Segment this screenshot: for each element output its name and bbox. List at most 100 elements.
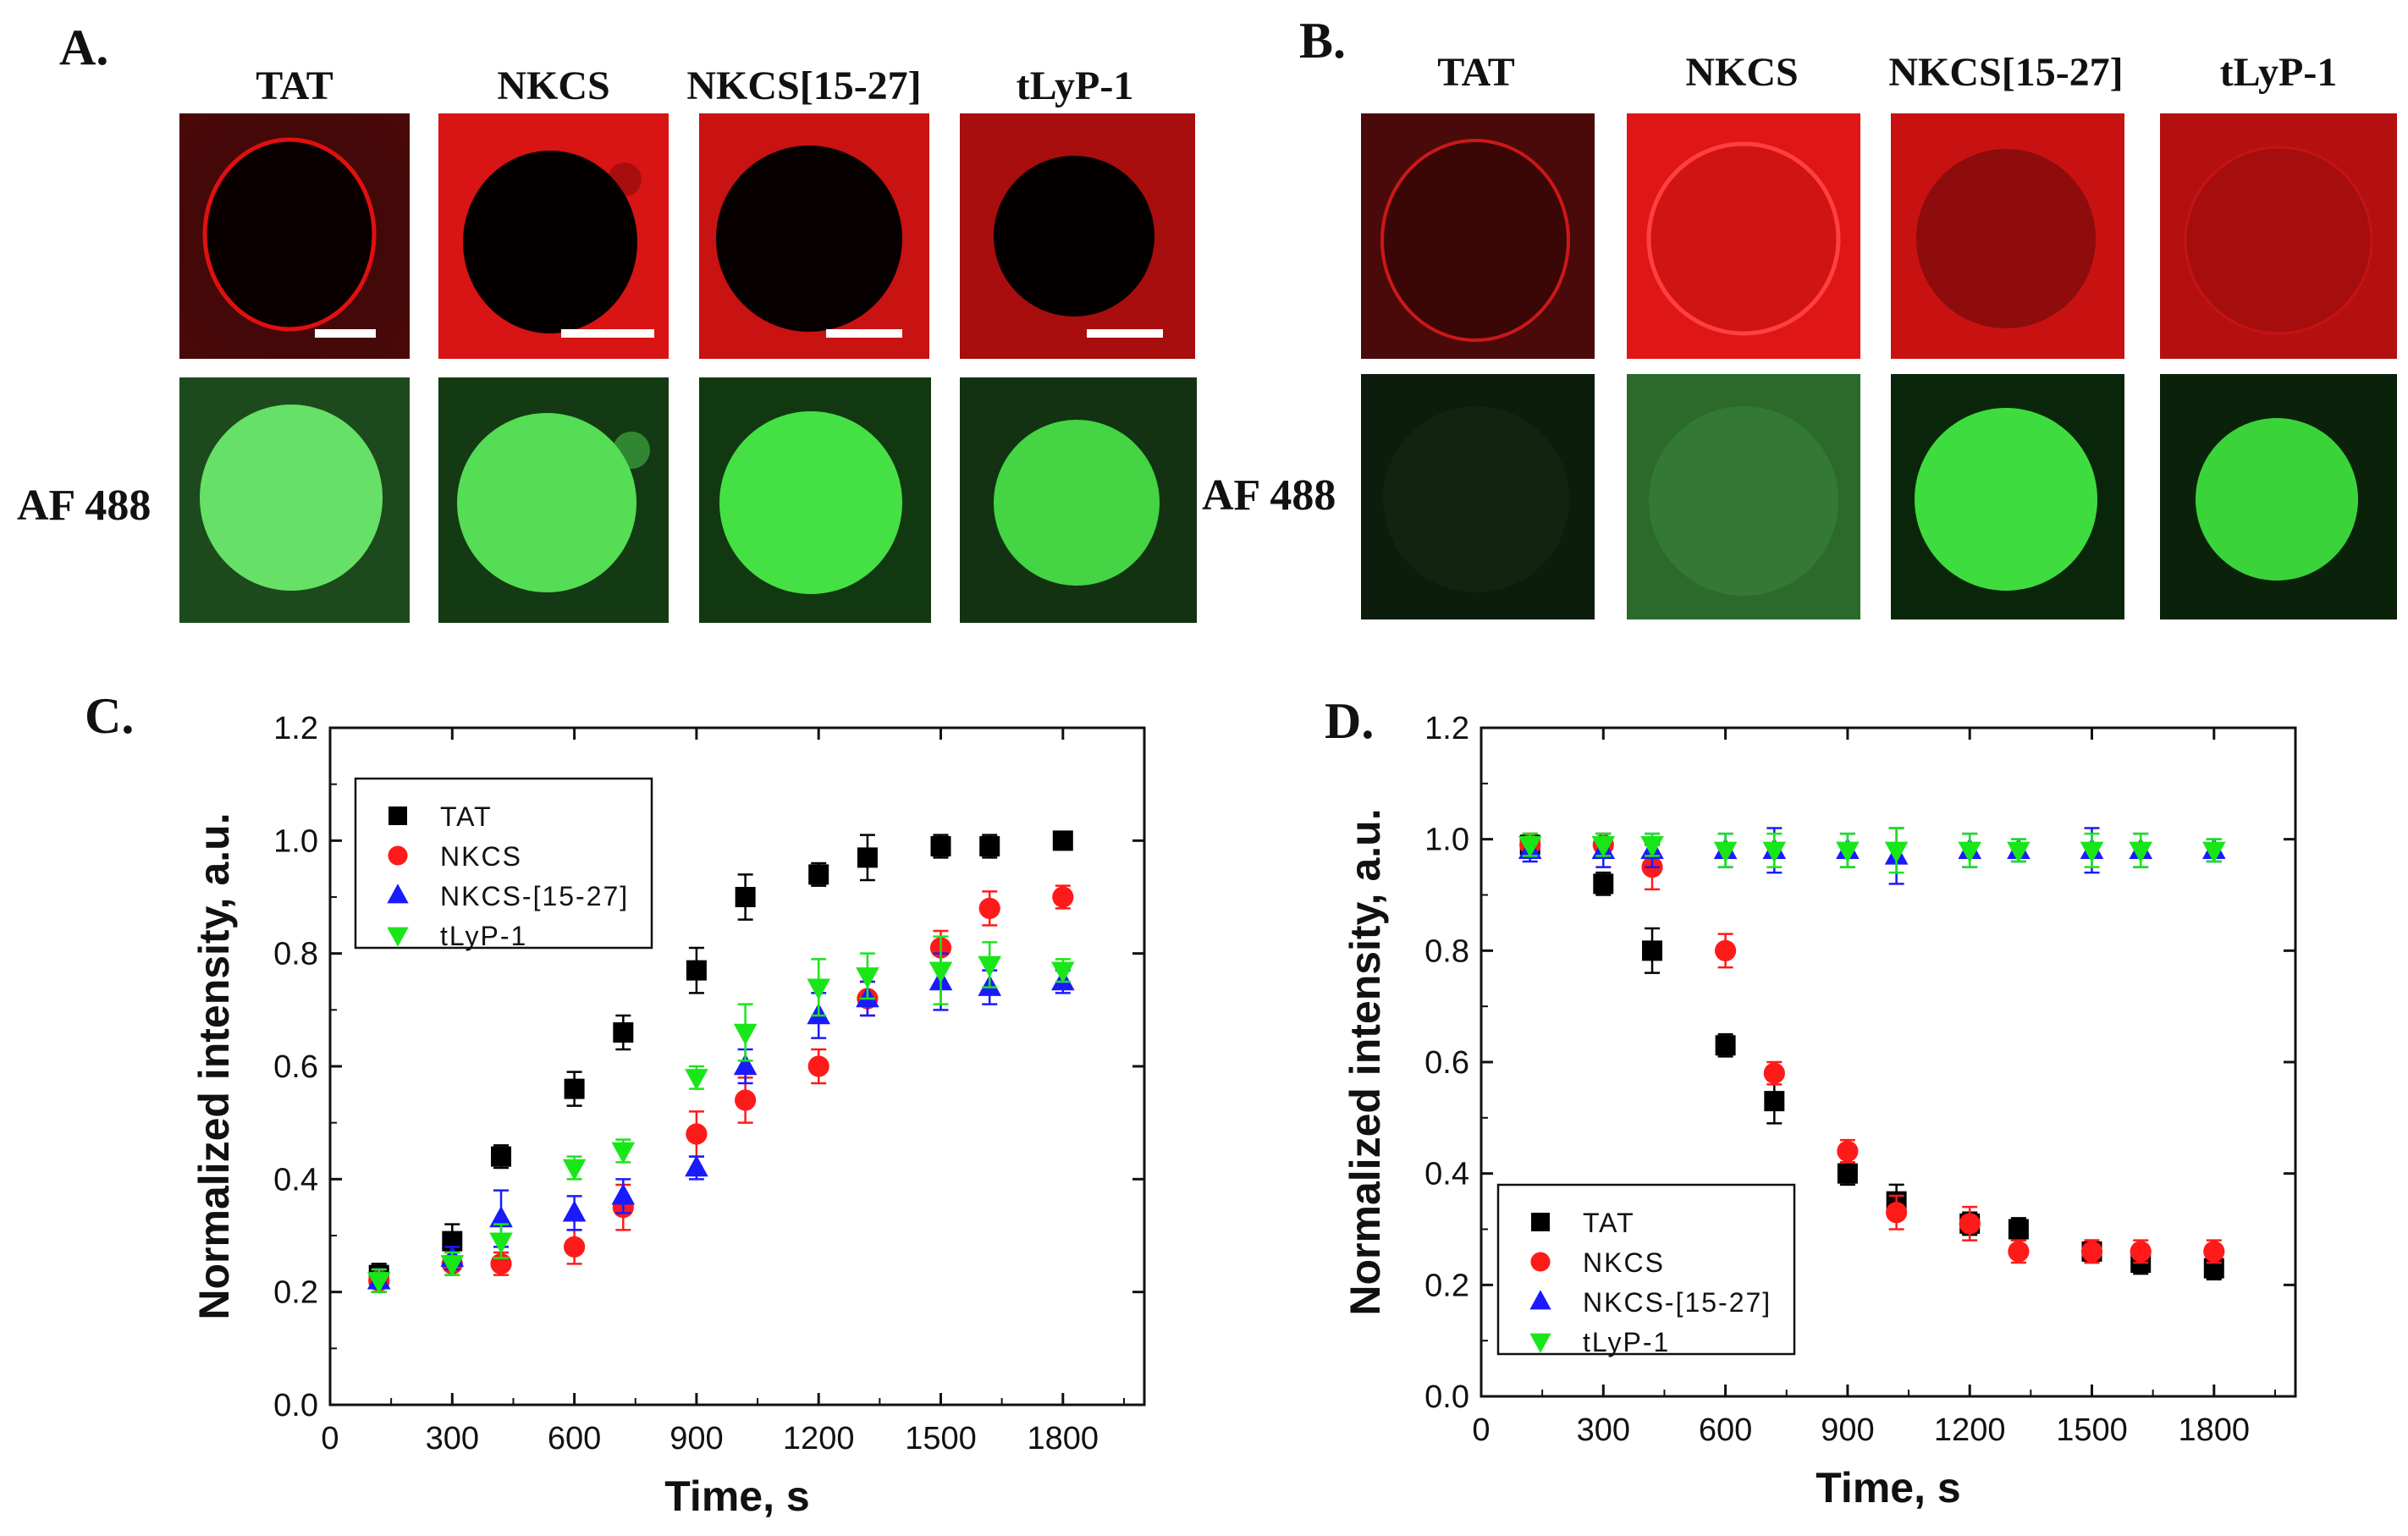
x-tick-label: 1800 (1028, 1421, 1099, 1456)
panel-b-green-tile-nkcs (1627, 374, 1860, 619)
x-axis-label: Time, s (1816, 1464, 1960, 1511)
data-point (1836, 841, 1860, 863)
legend-marker (1529, 1333, 1551, 1353)
panel-a-green-tile-tlyp1 (960, 377, 1197, 623)
legend-marker (388, 807, 407, 825)
x-axis-label: Time, s (664, 1473, 809, 1520)
data-point (440, 1255, 465, 1277)
data-point (686, 960, 707, 981)
data-point (978, 955, 1002, 977)
data-point (1764, 1091, 1785, 1112)
data-point (733, 1023, 758, 1045)
panel-a-red-tile-tlyp1 (960, 113, 1195, 359)
legend-entry: TAT (1583, 1208, 1635, 1238)
data-point (366, 1272, 391, 1294)
data-point (2008, 1219, 2029, 1240)
panel-a-red-tile-nkcs-15-27 (699, 113, 929, 359)
y-tick-label: 0.2 (1424, 1268, 1469, 1303)
data-point (1591, 836, 1616, 858)
x-tick-label: 1200 (1934, 1412, 2006, 1448)
series-nkcs-15-27 (366, 952, 1075, 1293)
data-point (489, 1232, 513, 1254)
y-tick-label: 1.0 (1424, 823, 1469, 858)
data-point (1762, 841, 1787, 863)
data-point (2008, 1241, 2030, 1263)
panel-b-col-tat: TAT (1437, 50, 1515, 95)
data-point (1715, 1035, 1736, 1056)
y-tick-label: 0.6 (1424, 1045, 1469, 1081)
panel-a-col-nkcs-15-27: NKCS[15-27] (686, 63, 922, 108)
series-tlyp-1 (1518, 827, 2226, 874)
legend-marker (387, 927, 409, 947)
y-tick-label: 1.2 (273, 711, 318, 746)
data-point (1051, 961, 1075, 983)
data-point (2080, 841, 2104, 863)
y-tick-label: 1.2 (1424, 711, 1469, 746)
panel-a-col-nkcs: NKCS (497, 63, 610, 108)
x-tick-label: 300 (426, 1421, 479, 1456)
data-point (857, 847, 878, 868)
data-point (1837, 1163, 1858, 1184)
data-point (2130, 1241, 2152, 1263)
data-point (807, 1055, 829, 1077)
x-tick-label: 900 (670, 1421, 723, 1456)
panel-a-red-tile-tat (179, 113, 410, 359)
y-axis-label: Normalized intensity, a.u. (1342, 808, 1389, 1315)
data-point (1052, 886, 1074, 908)
data-point (1052, 830, 1073, 851)
data-point (1837, 1140, 1859, 1162)
data-point (2202, 841, 2226, 863)
data-point (856, 967, 879, 989)
scale-bar (315, 329, 376, 338)
chart-panel-c: 0 300 600 900 1200 1500 1800 0.0 0.2 0.4 0.6 0.8 1.0… (190, 711, 1146, 1520)
data-point (735, 887, 756, 907)
x-tick-label: 900 (1821, 1412, 1874, 1448)
y-tick-label: 1.0 (273, 823, 318, 859)
panel-b-green-tile-nkcs-15-27 (1891, 374, 2124, 619)
x-tick-label: 600 (1699, 1412, 1752, 1448)
panel-b-col-tlyp1: tLyP-1 (2219, 50, 2338, 95)
panel-a-green-tile-nkcs (438, 377, 669, 623)
data-point (1640, 836, 1664, 858)
data-point (491, 1146, 512, 1167)
y-tick-label: 0.8 (1424, 933, 1469, 969)
panel-a-col-tlyp1: tLyP-1 (1016, 63, 1134, 108)
panel-b-row-label: AF 488 (1202, 471, 1336, 520)
y-tick-label: 0.4 (1424, 1157, 1469, 1192)
data-point (808, 864, 829, 885)
legend-marker (1531, 1213, 1550, 1231)
data-point (1959, 1213, 1981, 1235)
data-point (2129, 841, 2153, 863)
panel-b-red-tile-nkcs (1627, 113, 1860, 359)
panel-a-green-tile-tat (179, 377, 410, 623)
data-point (562, 1200, 587, 1222)
panel-a-col-tat: TAT (256, 63, 333, 108)
panel-c-letter: C. (85, 688, 135, 744)
data-point (733, 1054, 758, 1076)
panel-b-col-nkcs: NKCS (1685, 50, 1799, 95)
x-tick-label: 300 (1577, 1412, 1630, 1448)
legend-entry: NKCS (1583, 1247, 1665, 1278)
legend-entry: NKCS-[15-27] (440, 881, 629, 911)
panel-a-row-label: AF 488 (17, 482, 152, 530)
panel-b-red-tile-tlyp1 (2160, 113, 2397, 359)
panel-b-red-tile-nkcs-15-27 (1891, 113, 2124, 359)
x-tick-label: 600 (548, 1421, 601, 1456)
y-tick-label: 0.4 (273, 1162, 318, 1197)
data-point (564, 1078, 585, 1099)
data-point (611, 1183, 636, 1205)
legend: TAT NKCS NKCS-[15-27] tLyP-1 (1496, 1183, 1796, 1357)
legend-marker (388, 845, 408, 866)
data-point (978, 897, 1000, 919)
series-nkcs-15-27 (1518, 827, 2226, 885)
data-point (611, 1142, 636, 1164)
data-point (686, 1123, 708, 1145)
x-tick-label: 0 (1472, 1412, 1490, 1448)
y-axis-label: Normalized intensity, a.u. (190, 812, 238, 1319)
data-point (613, 1022, 634, 1043)
panel-d-letter: D. (1325, 693, 1375, 749)
series-tlyp-1 (366, 935, 1075, 1294)
panel-b-red-tile-tat (1361, 113, 1595, 359)
panel-b-letter: B. (1299, 13, 1347, 69)
scale-bar (826, 329, 902, 338)
